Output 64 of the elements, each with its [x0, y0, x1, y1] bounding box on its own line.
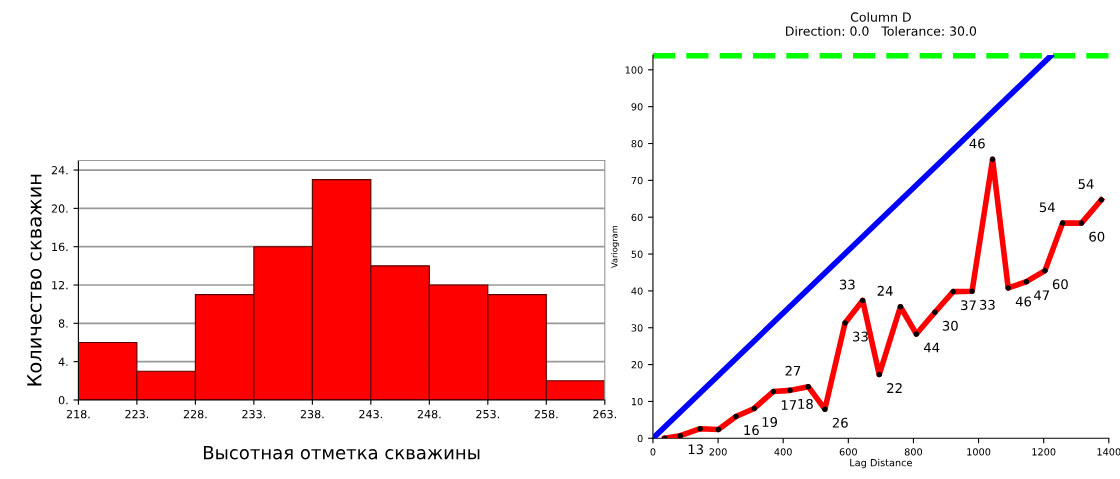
y-tick-label: 20: [631, 361, 643, 369]
x-tick-label: 600: [839, 448, 857, 456]
y-tick-label: 30: [631, 324, 643, 332]
annotation: 30: [942, 320, 958, 331]
x-tick-label: 0: [650, 448, 656, 456]
y-tick-label: 90: [631, 103, 643, 111]
annotation: 54: [1039, 202, 1055, 213]
y-tick-label: 8.: [58, 319, 68, 328]
annotation: 37: [961, 300, 976, 311]
annotation: 33: [853, 331, 868, 342]
annotation: 13: [688, 444, 703, 455]
annotation: 44: [923, 342, 940, 353]
y-axis-title: Variogram: [611, 225, 620, 269]
y-tick-label: 12.: [52, 280, 68, 290]
annotation: 26: [832, 417, 848, 428]
x-tick-label: 800: [904, 448, 923, 456]
annotation: 24: [877, 285, 893, 296]
x-tick-label: 243.: [359, 409, 383, 419]
y-tick-label: 60: [631, 213, 643, 222]
annotation: 18: [798, 398, 813, 409]
x-tick-label: 263.: [593, 409, 616, 419]
y-tick-label: 4.: [58, 357, 68, 366]
annotation: 47: [1034, 290, 1050, 301]
annotation: 33: [839, 279, 855, 290]
x-tick-label: 223.: [125, 409, 149, 419]
y-tick-label: 24.: [51, 166, 68, 175]
annotation: 16: [744, 425, 759, 436]
y-tick-label: 16.: [52, 242, 68, 252]
annotation: 17: [781, 400, 797, 410]
x-tick-label: 218.: [66, 409, 90, 419]
x-tick-label: 258.: [534, 409, 558, 419]
annotation: 54: [1078, 179, 1094, 189]
annotation: 33: [980, 299, 995, 310]
annotation: 22: [887, 383, 902, 393]
x-tick-label: 1200: [1032, 448, 1056, 456]
annotation: 46: [969, 138, 985, 149]
y-tick-label: 100: [625, 66, 643, 74]
y-tick-label: 20.: [51, 204, 68, 213]
x-axis-title: Высотная отметка скважины: [204, 446, 480, 460]
x-tick-label: 253.: [476, 409, 499, 419]
x-tick-label: 1000: [967, 448, 991, 456]
x-tick-label: 400: [774, 448, 792, 456]
x-tick-label: 228.: [183, 409, 207, 419]
y-tick-label: 10: [631, 397, 643, 406]
annotation: 19: [762, 417, 778, 427]
annotation: 60: [1052, 279, 1068, 290]
y-axis-title: Количество скважин: [27, 174, 42, 386]
y-tick-label: 80: [631, 139, 643, 148]
x-tick-label: 233.: [242, 409, 266, 419]
x-tick-label: 200: [709, 448, 727, 456]
y-tick-label: 50: [631, 250, 643, 258]
chart-title: Column D: [850, 12, 911, 22]
x-tick-label: 248.: [417, 409, 441, 419]
y-tick-label: 0: [637, 434, 643, 443]
chart-subtitle: Direction: 0.0 Tolerance: 30.0: [786, 26, 977, 36]
annotation: 46: [1015, 296, 1032, 307]
y-tick-label: 40: [631, 287, 643, 295]
x-tick-label: 1400: [1097, 448, 1120, 456]
annotation: 60: [1089, 231, 1105, 242]
y-tick-label: 70: [631, 176, 643, 185]
y-tick-label: 0.: [58, 395, 68, 405]
x-tick-label: 238.: [300, 409, 324, 419]
x-axis-title: Lag Distance: [850, 458, 912, 469]
annotation: 27: [785, 365, 801, 376]
